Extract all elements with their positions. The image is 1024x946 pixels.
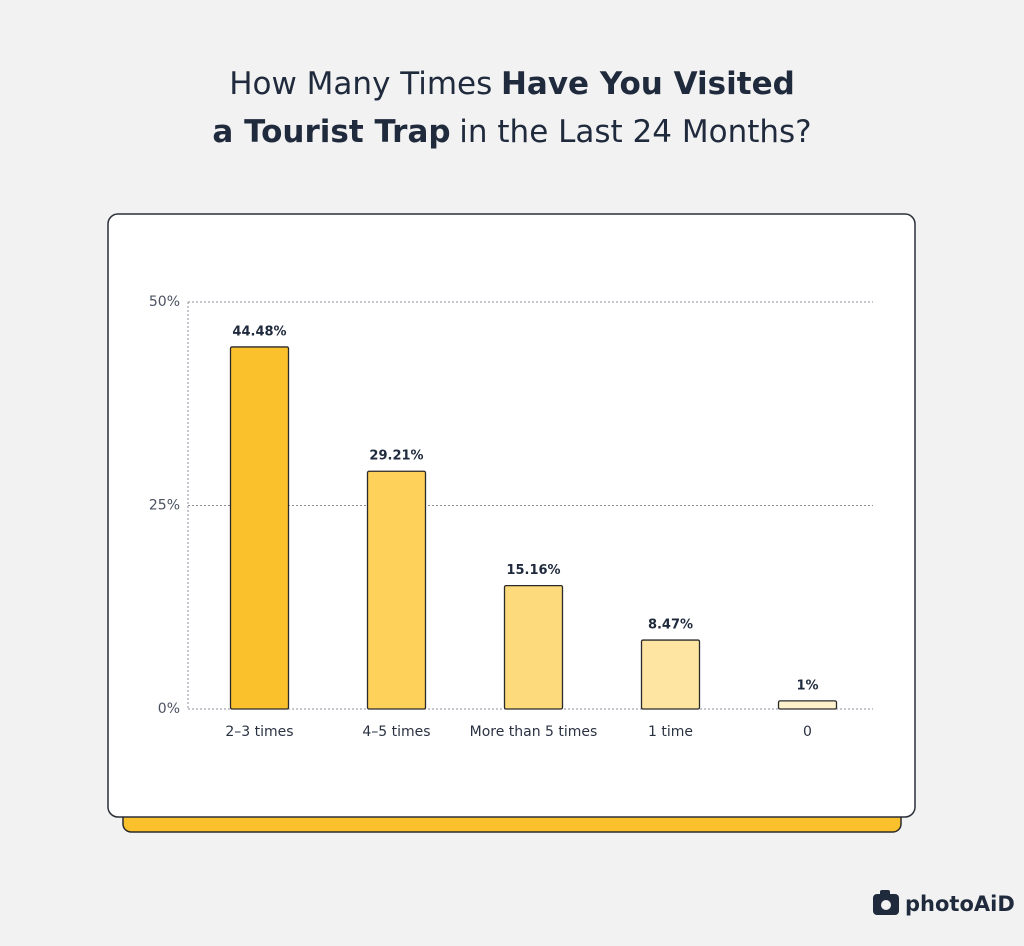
card: [107, 213, 916, 818]
x-tick-label: 2–3 times: [225, 724, 293, 740]
x-tick-label: 4–5 times: [362, 724, 430, 740]
x-tick-label: 0: [803, 724, 812, 740]
bar: [229, 346, 290, 710]
title-segment: a Tourist Trap: [212, 114, 450, 150]
y-tick-label: 50%: [149, 294, 180, 310]
title-segment: How Many Times: [229, 66, 492, 102]
plot: 0% 25% 50% 44.48% 2–3 times 29.21% 4–5 times 15…: [149, 294, 873, 740]
bar: [640, 639, 701, 710]
bar: [503, 584, 564, 710]
title: How Many Times Have You Visited a Tourist …: [212, 66, 811, 150]
y-tick-label: 0%: [158, 701, 180, 717]
value-label: 44.48%: [232, 324, 286, 339]
bar: [366, 470, 427, 710]
value-label: 1%: [796, 678, 818, 693]
value-label: 8.47%: [648, 618, 693, 633]
title-segment: in the Last 24 Months?: [459, 114, 811, 150]
y-tick-label: 25%: [149, 498, 180, 514]
title-line: a Tourist Trap in the Last 24 Months?: [212, 114, 811, 150]
brand-name: photoAiD: [905, 892, 1015, 916]
camera-top: [880, 890, 890, 896]
brand-logo: photoAiD: [873, 890, 1015, 916]
value-label: 29.21%: [369, 449, 423, 464]
camera-lens: [881, 900, 891, 910]
title-segment: Have You Visited: [501, 66, 795, 102]
title-line: How Many Times Have You Visited: [229, 66, 795, 102]
x-tick-label: 1 time: [648, 724, 693, 740]
value-label: 15.16%: [506, 563, 560, 578]
bar: [777, 700, 838, 710]
x-tick-label: More than 5 times: [470, 724, 598, 740]
